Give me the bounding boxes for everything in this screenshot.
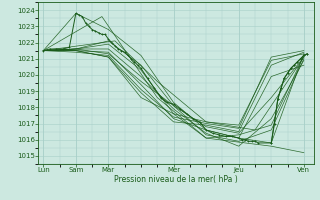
X-axis label: Pression niveau de la mer( hPa ): Pression niveau de la mer( hPa ) [114, 175, 238, 184]
